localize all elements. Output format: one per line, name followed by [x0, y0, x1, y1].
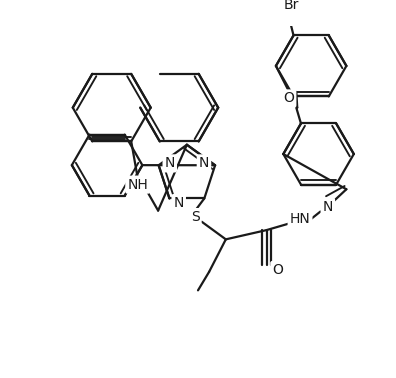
Text: Br: Br [284, 0, 299, 12]
Text: NH: NH [128, 178, 148, 192]
Text: HN: HN [289, 212, 310, 226]
Text: N: N [165, 156, 175, 170]
Text: O: O [284, 91, 294, 105]
Text: N: N [323, 200, 333, 214]
Text: O: O [272, 263, 283, 277]
Text: N: N [173, 196, 184, 210]
Text: N: N [199, 156, 209, 170]
Text: S: S [191, 210, 200, 224]
